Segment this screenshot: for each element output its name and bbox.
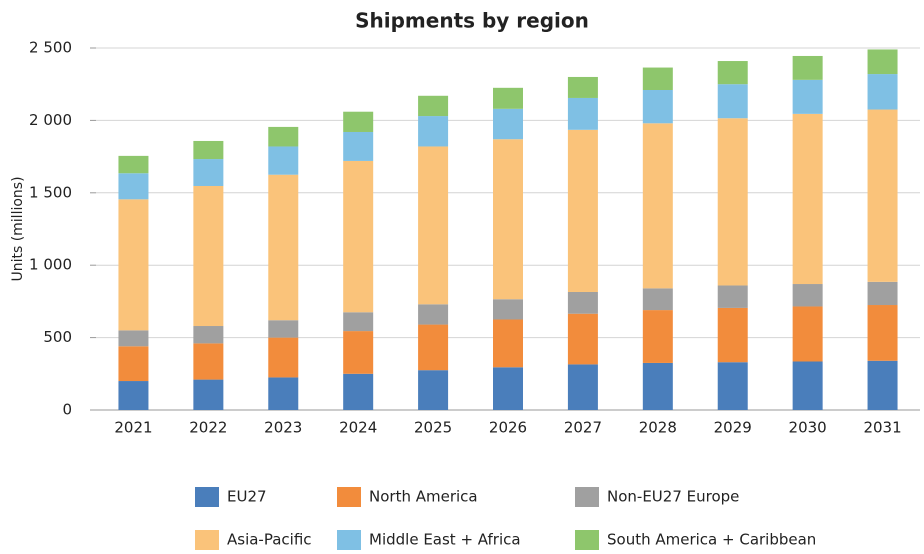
bar-segment — [118, 330, 149, 347]
bar-segment — [193, 159, 224, 186]
bar-segment — [118, 173, 149, 200]
bar-segment — [717, 362, 748, 410]
bar-segment — [193, 140, 224, 160]
x-tick-label: 2028 — [639, 419, 677, 437]
x-tick-label: 2022 — [189, 419, 227, 437]
bar-segment — [867, 109, 898, 282]
bar-segment — [418, 95, 449, 117]
bar-segment — [642, 67, 673, 90]
bar-segment — [268, 146, 299, 175]
y-tick-label: 0 — [62, 401, 72, 419]
legend-label: Middle East + Africa — [369, 531, 521, 549]
bar-segment — [343, 160, 374, 313]
bar-segment — [567, 364, 598, 410]
bar-segment — [567, 313, 598, 365]
bar-segment — [343, 373, 374, 410]
legend-swatch — [195, 530, 219, 550]
bar-segment — [642, 89, 673, 124]
x-tick-label: 2026 — [489, 419, 527, 437]
legend-swatch — [337, 487, 361, 507]
x-tick-label: 2025 — [414, 419, 452, 437]
x-tick-label: 2027 — [564, 419, 602, 437]
legend-label: South America + Caribbean — [607, 531, 816, 549]
x-tick-label: 2024 — [339, 419, 377, 437]
y-tick-label: 500 — [43, 328, 72, 346]
bar-segment — [792, 284, 823, 307]
x-tick-label: 2023 — [264, 419, 302, 437]
chart-title: Shipments by region — [355, 9, 589, 33]
bar-segment — [268, 377, 299, 410]
bar-segment — [418, 370, 449, 410]
x-tick-label: 2029 — [714, 419, 752, 437]
bar-segment — [717, 285, 748, 308]
bar-segment — [268, 337, 299, 378]
y-tick-label: 2 500 — [29, 39, 72, 57]
bar-segment — [642, 362, 673, 410]
bar-segment — [867, 305, 898, 361]
bar-segment — [418, 116, 449, 147]
bar-segment — [567, 97, 598, 130]
bar-segment — [418, 146, 449, 305]
bar-segment — [343, 312, 374, 332]
y-tick-label: 1 500 — [29, 183, 72, 201]
bar-segment — [642, 288, 673, 311]
legend-label: North America — [369, 488, 478, 506]
bar-segment — [717, 84, 748, 119]
legend-swatch — [337, 530, 361, 550]
bar-segment — [493, 299, 523, 320]
bar-segment — [418, 324, 449, 371]
bar-segment — [867, 74, 898, 110]
legend-swatch — [575, 530, 599, 550]
bar-segment — [867, 360, 898, 410]
bar-segment — [717, 61, 748, 85]
bar-segment — [118, 381, 149, 410]
bar-segment — [193, 379, 224, 410]
bar-segment — [343, 131, 374, 161]
x-tick-label: 2031 — [863, 419, 901, 437]
legend-label: Non-EU27 Europe — [607, 488, 739, 506]
y-tick-label: 2 000 — [29, 111, 72, 129]
x-tick-label: 2021 — [114, 419, 152, 437]
y-tick-label: 1 000 — [29, 256, 72, 274]
bar-segment — [343, 331, 374, 374]
bar-segment — [118, 346, 149, 382]
legend-label: Asia-Pacific — [227, 531, 312, 549]
bar-segment — [567, 76, 598, 98]
bar-segment — [193, 185, 224, 327]
bar-segment — [792, 306, 823, 362]
bar-segment — [118, 199, 149, 331]
legend-swatch — [195, 487, 219, 507]
bar-segment — [642, 123, 673, 289]
bar-segment — [867, 281, 898, 306]
bar-segment — [343, 111, 374, 132]
bar-segment — [493, 367, 523, 410]
bar-segment — [493, 87, 523, 109]
bar-segment — [567, 129, 598, 292]
bar-segment — [717, 118, 748, 286]
bar-segment — [268, 174, 299, 321]
bar-segment — [792, 79, 823, 114]
bar-segment — [418, 304, 449, 325]
bar-segment — [717, 307, 748, 363]
x-tick-label: 2030 — [789, 419, 827, 437]
bar-segment — [792, 113, 823, 285]
bar-segment — [642, 310, 673, 363]
bar-segment — [268, 320, 299, 338]
bar-segment — [867, 49, 898, 75]
bar-segment — [792, 55, 823, 80]
y-axis-label: Units (millions) — [10, 176, 26, 281]
bar-segment — [193, 343, 224, 380]
bar-segment — [493, 108, 523, 140]
bar-segment — [493, 319, 523, 368]
bar-segment — [493, 139, 523, 300]
legend-label: EU27 — [227, 488, 267, 506]
bar-segment — [193, 326, 224, 344]
bar-segment — [567, 291, 598, 314]
bar-segment — [792, 361, 823, 410]
bar-segment — [118, 155, 149, 174]
legend-swatch — [575, 487, 599, 507]
bar-segment — [268, 126, 299, 147]
